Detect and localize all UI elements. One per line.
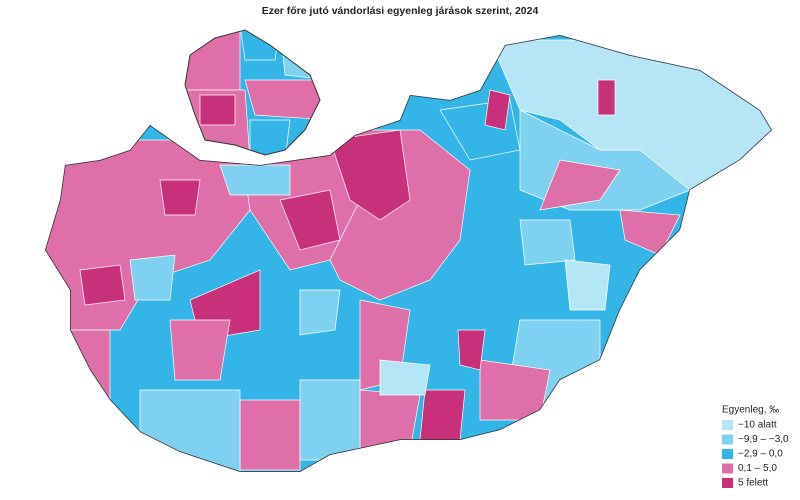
- country-map: [45, 35, 772, 472]
- legend-label: −10 alatt: [738, 420, 777, 431]
- budapest-inset: [185, 30, 320, 155]
- legend-label: 0,1 – 5,0: [738, 463, 777, 474]
- legend-swatch: [722, 463, 733, 474]
- legend-title: Egyenleg, ‰: [722, 405, 779, 416]
- legend-label: −2,9 – 0,0: [738, 449, 783, 460]
- legend-swatch: [722, 478, 733, 488]
- legend-swatch: [722, 434, 733, 445]
- budapest-outline: [184, 29, 321, 156]
- legend-swatch: [722, 420, 733, 430]
- legend-swatch: [722, 449, 733, 459]
- legend-label: −9,9 – −3,0: [738, 434, 789, 445]
- legend-label: 5 felett: [738, 478, 768, 489]
- legend: Egyenleg, ‰ −10 alatt −9,9 – −3,0 −2,9 – 0…: [722, 405, 789, 489]
- map-title: Ezer főre jutó vándorlási egyenleg járás…: [262, 5, 539, 17]
